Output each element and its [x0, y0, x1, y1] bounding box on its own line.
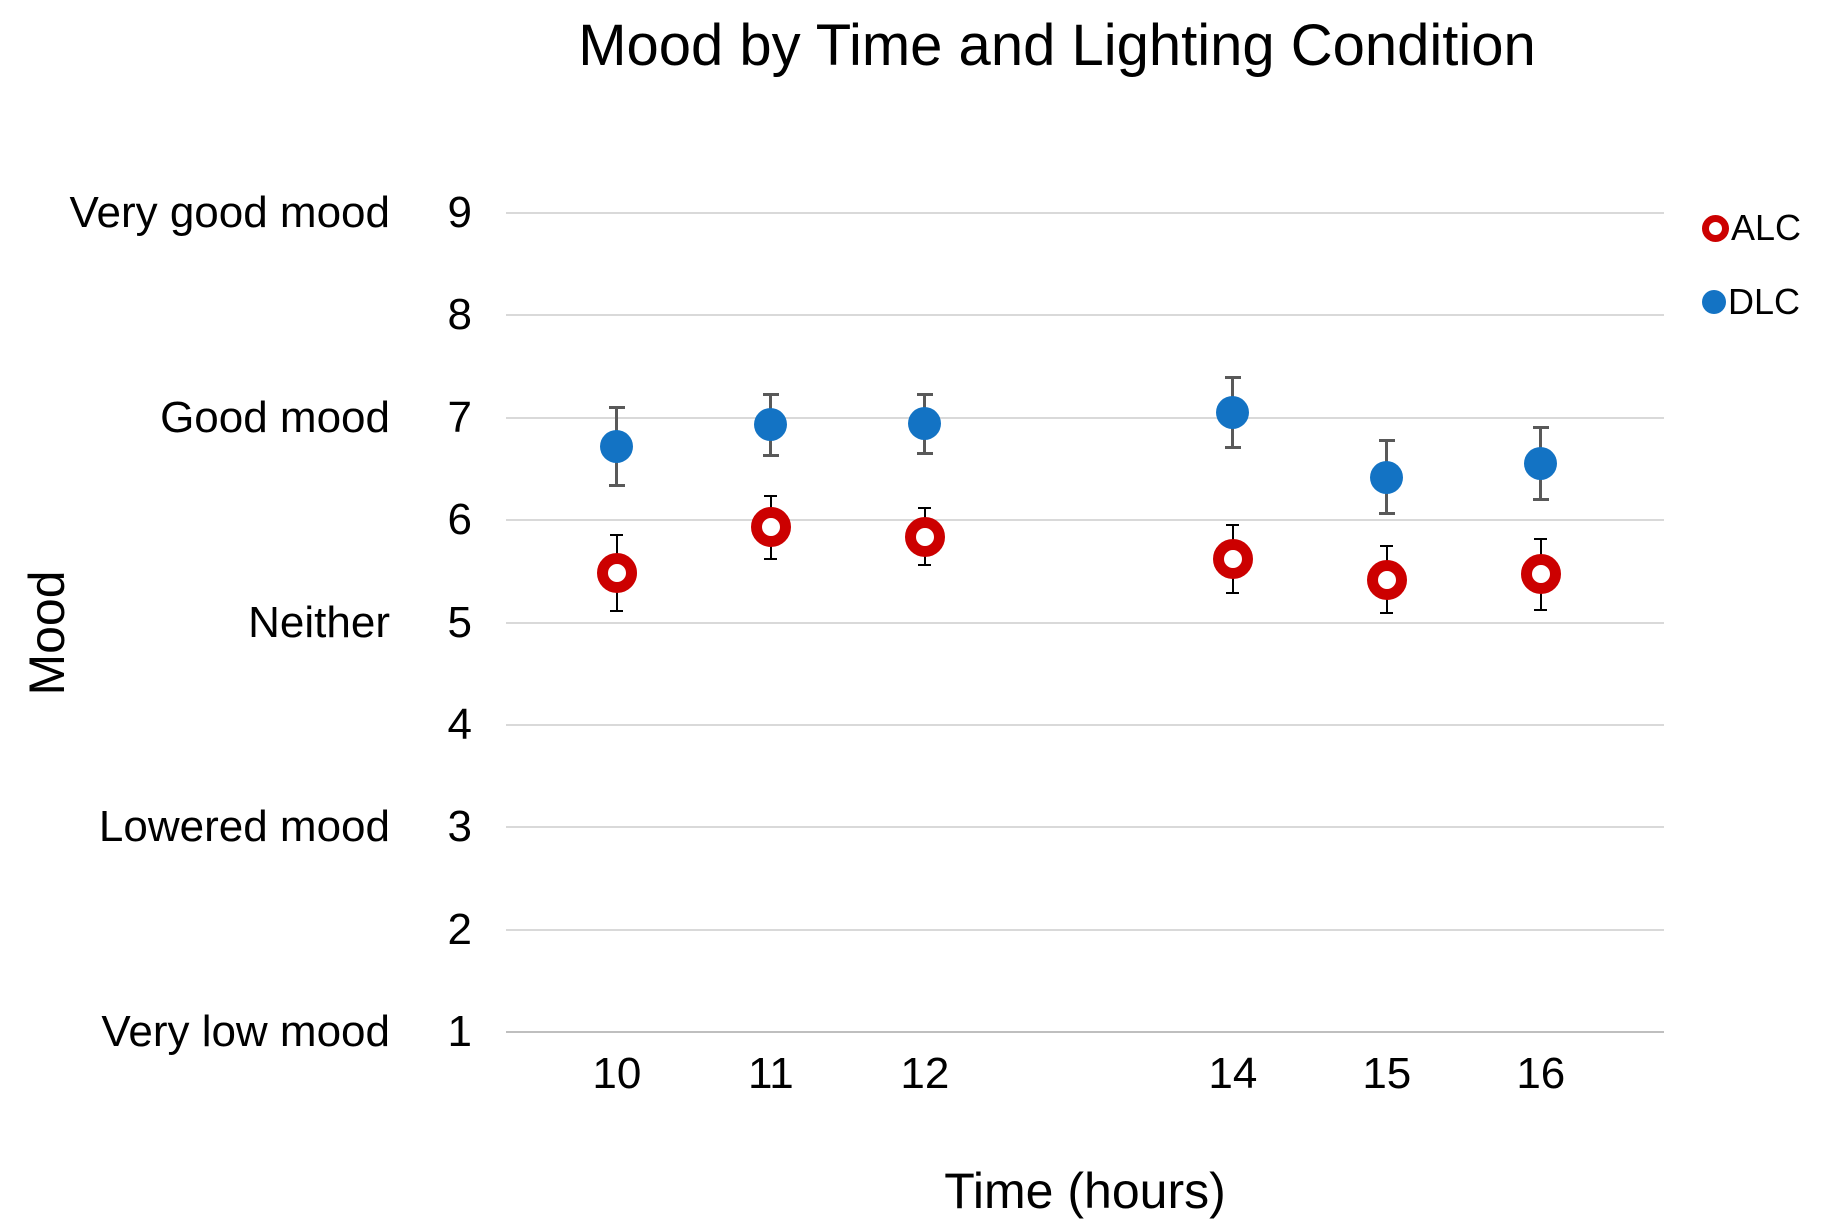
x-tick-16: 16: [1516, 1049, 1566, 1098]
data-point-ALC-11: [750, 507, 791, 548]
legend-label-alc: ALC: [1731, 207, 1802, 248]
legend: ALC DLC: [1702, 201, 1801, 329]
errorbar-cap-bottom-DLC-10: [608, 483, 625, 487]
errorbar-cap-top-ALC-14: [1226, 524, 1240, 527]
y-category-label-7: Good mood: [160, 392, 390, 442]
data-point-DLC-11: [754, 408, 788, 442]
gridline-y-8: [506, 314, 1664, 317]
errorbar-cap-top-ALC-12: [918, 506, 932, 509]
y-tick-6: 6: [447, 495, 472, 545]
legend-label-dlc: DLC: [1728, 281, 1801, 322]
data-point-DLC-14: [1216, 396, 1250, 430]
data-point-DLC-10: [600, 429, 634, 463]
y-tick-4: 4: [447, 699, 472, 749]
data-point-ALC-10: [596, 553, 637, 594]
errorbar-cap-bottom-DLC-12: [916, 452, 933, 456]
y-category-label-5: Neither: [248, 597, 390, 647]
errorbar-cap-bottom-ALC-11: [764, 558, 778, 561]
x-tick-14: 14: [1208, 1049, 1258, 1098]
y-tick-9: 9: [447, 188, 472, 237]
y-category-label-3: Lowered mood: [98, 802, 390, 852]
data-point-DLC-12: [908, 407, 942, 441]
data-point-ALC-15: [1366, 559, 1407, 600]
errorbar-cap-bottom-ALC-12: [918, 564, 932, 567]
x-tick-10: 10: [592, 1049, 642, 1098]
data-point-ALC-14: [1212, 539, 1253, 580]
legend-item-ALC: ALC: [1702, 201, 1801, 255]
gridline-y-7: [506, 416, 1664, 419]
gridline-y-6: [506, 519, 1664, 522]
x-axis-title: Time (hours): [944, 1163, 1226, 1219]
gridline-y-4: [506, 723, 1664, 726]
errorbar-cap-bottom-ALC-16: [1534, 609, 1548, 612]
legend-marker-alc-icon: [1702, 214, 1729, 242]
y-tick-8: 8: [447, 290, 472, 340]
errorbar-cap-bottom-DLC-15: [1378, 512, 1395, 516]
errorbar-cap-bottom-DLC-14: [1224, 445, 1241, 449]
y-tick-7: 7: [447, 392, 472, 442]
errorbar-cap-bottom-ALC-15: [1380, 612, 1394, 615]
errorbar-cap-top-DLC-16: [1532, 426, 1549, 430]
x-tick-11: 11: [748, 1049, 794, 1098]
errorbar-cap-top-ALC-10: [610, 534, 624, 537]
y-category-label-9: Very good mood: [69, 188, 390, 237]
chart-title: Mood by Time and Lighting Condition: [578, 13, 1536, 78]
errorbar-cap-top-DLC-14: [1224, 376, 1241, 380]
y-tick-3: 3: [447, 802, 472, 852]
errorbar-cap-top-ALC-16: [1534, 537, 1548, 540]
errorbar-cap-top-ALC-11: [764, 494, 778, 497]
data-point-ALC-12: [904, 516, 945, 557]
legend-marker-dlc-icon: [1702, 290, 1726, 314]
legend-item-DLC: DLC: [1702, 275, 1801, 329]
data-point-ALC-16: [1520, 554, 1561, 595]
gridline-y-3: [506, 826, 1664, 829]
plot-area: [506, 212, 1664, 1033]
gridline-y-5: [506, 621, 1664, 624]
gridline-y-2: [506, 928, 1664, 931]
y-tick-2: 2: [447, 904, 472, 954]
errorbar-cap-top-DLC-12: [916, 392, 933, 396]
errorbar-cap-bottom-DLC-11: [762, 454, 779, 458]
errorbar-cap-bottom-DLC-16: [1532, 498, 1549, 502]
gridline-y-1: [506, 1031, 1664, 1033]
errorbar-cap-top-DLC-10: [608, 406, 625, 409]
errorbar-cap-top-DLC-11: [762, 392, 779, 396]
y-tick-1: 1: [447, 1007, 472, 1056]
x-tick-15: 15: [1362, 1049, 1412, 1098]
errorbar-cap-top-ALC-15: [1380, 544, 1394, 547]
errorbar-cap-bottom-ALC-10: [610, 610, 624, 613]
y-category-label-1: Very low mood: [101, 1007, 390, 1056]
data-point-DLC-15: [1370, 460, 1404, 494]
x-tick-12: 12: [900, 1049, 950, 1098]
errorbar-cap-top-DLC-15: [1378, 438, 1395, 442]
y-tick-5: 5: [447, 597, 472, 647]
errorbar-cap-bottom-ALC-14: [1226, 591, 1240, 594]
gridline-y-9: [506, 212, 1664, 214]
data-point-DLC-16: [1524, 447, 1558, 481]
